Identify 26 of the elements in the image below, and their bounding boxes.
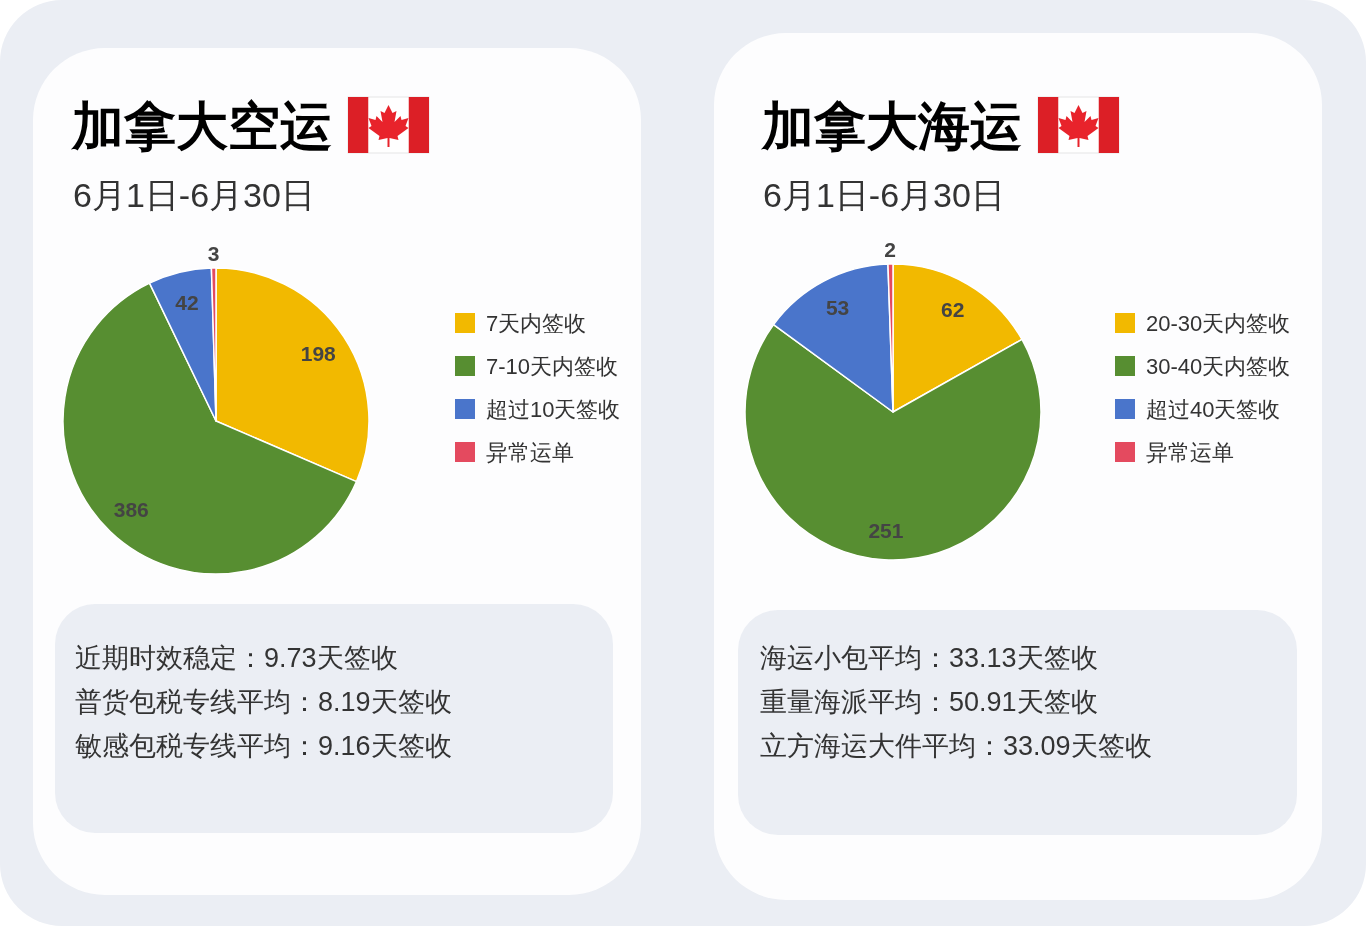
legend-label: 异常运单 [1146,439,1234,465]
data-label: 42 [175,290,199,314]
chart-subtitle: 6月1日-6月30日 [73,176,315,214]
legend-label: 超过40天签收 [1146,396,1281,422]
legend-label: 30-40天内签收 [1146,353,1291,379]
data-label: 198 [300,342,337,366]
chart-subtitle: 6月1日-6月30日 [763,176,1005,214]
legend-label: 超过10天签收 [486,396,621,422]
legend-label: 7-10天内签收 [486,353,619,379]
text: 近期时效稳定：9.73天签收 [75,643,398,673]
text: 敏感包税专线平均：9.16天签收 [75,731,452,761]
legend-label: 20-30天内签收 [1146,310,1291,336]
data-label: 62 [941,298,965,322]
data-label: 53 [825,295,850,319]
data-label: 2 [884,237,897,261]
text: 海运小包平均：33.13天签收 [760,643,1098,673]
data-label: 3 [207,241,220,265]
text: 重量海派平均：50.91天签收 [760,687,1098,717]
legend-label: 异常运单 [486,439,574,465]
chart-title: 加拿大海运 [760,97,1022,155]
chart-title: 加拿大空运 [70,97,332,155]
legend-label: 7天内签收 [486,310,587,336]
text: 普货包税专线平均：8.19天签收 [75,687,452,717]
data-label: 251 [868,518,904,542]
data-label: 386 [113,497,149,521]
text: 立方海运大件平均：33.09天签收 [760,731,1152,761]
